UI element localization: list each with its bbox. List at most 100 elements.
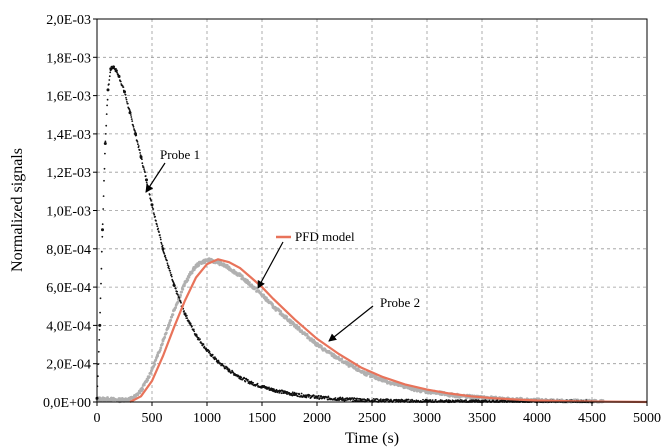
- measurement-dot-probe-1: [130, 114, 132, 116]
- measurement-dot-probe-1: [101, 235, 104, 238]
- measurement-dot-probe-1: [411, 399, 414, 402]
- measurement-dot-probe-1: [151, 204, 153, 207]
- measurement-dot-probe-1: [106, 98, 109, 101]
- measurement-dot-probe-1: [117, 73, 119, 76]
- measurement-dot-probe-1: [186, 317, 189, 319]
- measurement-dot-probe-1: [179, 300, 182, 302]
- x-tick-label: 2000: [303, 411, 331, 426]
- measurement-dot-probe-1: [217, 359, 220, 362]
- measurement-dot-probe-1: [168, 267, 171, 270]
- measurement-dot-probe-1: [152, 208, 155, 210]
- measurement-dot-probe-1: [155, 223, 158, 226]
- measurement-dot-probe-2: [206, 260, 210, 263]
- measurement-dot-probe-1: [166, 262, 169, 265]
- measurement-dot-probe-1: [429, 399, 432, 401]
- x-tick-label: 1500: [248, 411, 276, 426]
- measurement-dot-probe-1: [110, 68, 112, 71]
- y-tick-label: 1,6E-03: [46, 90, 91, 105]
- measurement-dot-probe-1: [297, 395, 299, 398]
- y-axis-ticks: 0,0E+00 2,0E-04 4,0E-04 6,0E-04 8,0E-04 1,0E-…: [43, 13, 97, 411]
- measurement-dot-probe-1: [465, 399, 468, 402]
- measurement-dot-probe-1: [219, 362, 222, 365]
- x-axis-ticks: 0 500 1000 1500 2000 2500 3000 3500 4000 4500 5000: [94, 402, 661, 426]
- measurement-dot-probe-1: [109, 71, 112, 74]
- measurement-dot-probe-2: [305, 333, 309, 336]
- measurement-dot-probe-1: [176, 290, 179, 293]
- x-tick-label: 0: [94, 411, 101, 426]
- y-axis-title: Normalized signals: [9, 148, 26, 272]
- measurement-dot-probe-1: [205, 347, 208, 350]
- measurement-dot-probe-1: [459, 399, 462, 401]
- measurement-dot-probe-1: [128, 107, 131, 110]
- measurement-dot-probe-1: [201, 344, 204, 347]
- measurement-dot-probe-1: [141, 158, 143, 161]
- measurement-dot-probe-1: [102, 208, 105, 210]
- y-tick-label: 4,0E-04: [46, 319, 91, 334]
- measurement-dot-probe-1: [158, 231, 160, 234]
- measurement-dot-probe-1: [99, 297, 102, 300]
- annotation-pfd-model: PFD model: [257, 229, 355, 289]
- series-pfd-model: [129, 258, 648, 404]
- measurement-dot-probe-1: [122, 86, 125, 88]
- measurement-dot-probe-1: [98, 339, 101, 341]
- measurement-dot-probe-2: [412, 389, 416, 393]
- measurement-dot-probe-1: [120, 83, 123, 85]
- measurement-dot-probe-2: [188, 273, 192, 277]
- measurement-dot-probe-1: [184, 313, 187, 316]
- measurement-dot-probe-1: [131, 120, 134, 122]
- measurement-dot-probe-1: [280, 392, 283, 395]
- measurement-dot-probe-1: [351, 397, 354, 399]
- measurement-dot-probe-1: [379, 398, 382, 401]
- measurement-dot-probe-1: [228, 368, 230, 370]
- measurement-dot-probe-1: [445, 399, 448, 402]
- measurement-dot-probe-2: [138, 391, 142, 395]
- measurement-dot-probe-2: [354, 365, 357, 369]
- measurement-dot-probe-1: [104, 140, 107, 143]
- annotation-probe-1-label: Probe 1: [160, 147, 200, 162]
- measurement-dot-probe-2: [365, 374, 368, 377]
- measurement-dot-probe-2: [254, 286, 258, 290]
- measurement-dot-probe-1: [251, 383, 254, 386]
- measurement-dot-probe-1: [145, 181, 148, 184]
- measurement-dot-probe-1: [202, 343, 205, 346]
- y-tick-label: 1,0E-03: [46, 205, 91, 220]
- measurement-dot-probe-1: [496, 399, 499, 402]
- measurement-dot-probe-1: [130, 118, 133, 120]
- measurement-dot-probe-1: [106, 104, 108, 107]
- measurement-dot-probe-2: [179, 293, 183, 297]
- annotation-probe-2: Probe 2: [328, 295, 420, 342]
- measurement-dot-probe-1: [215, 358, 218, 361]
- measurement-dot-probe-1: [166, 259, 168, 262]
- measurement-dot-probe-1: [99, 311, 101, 314]
- measurement-dot-probe-1: [146, 183, 149, 186]
- measurement-dot-probe-1: [185, 314, 188, 317]
- measurement-dot-probe-1: [342, 398, 345, 401]
- measurement-dot-probe-1: [126, 102, 129, 105]
- x-tick-label: 2500: [358, 411, 386, 426]
- measurement-dot-probe-1: [326, 398, 329, 401]
- measurement-dot-probe-1: [163, 252, 166, 255]
- measurement-dot-probe-1: [101, 223, 104, 226]
- measurement-dot-probe-1: [197, 336, 200, 339]
- data-point-probe-1: [103, 142, 107, 145]
- measurement-dot-probe-2: [164, 331, 168, 335]
- measurement-dot-probe-1: [376, 398, 379, 401]
- measurement-dot-probe-1: [338, 399, 340, 402]
- measurement-dot-probe-1: [137, 143, 139, 146]
- measurement-dot-probe-1: [274, 391, 277, 393]
- measurement-dot-probe-1: [137, 145, 140, 147]
- measurement-dot-probe-1: [97, 363, 100, 365]
- measurement-dot-probe-2: [180, 290, 184, 294]
- measurement-dot-probe-1: [154, 215, 157, 218]
- measurement-dot-probe-1: [343, 399, 346, 402]
- measurement-dot-probe-1: [160, 243, 163, 245]
- measurement-dot-probe-1: [372, 398, 375, 400]
- measurement-dot-probe-2: [147, 375, 151, 379]
- measurement-dot-probe-1: [150, 199, 153, 202]
- measurement-dot-probe-1: [368, 398, 370, 401]
- measurement-dot-probe-1: [153, 213, 156, 216]
- measurement-dot-probe-1: [103, 179, 105, 182]
- measurement-dot-probe-1: [357, 398, 360, 400]
- measurement-dot-probe-2: [213, 261, 217, 265]
